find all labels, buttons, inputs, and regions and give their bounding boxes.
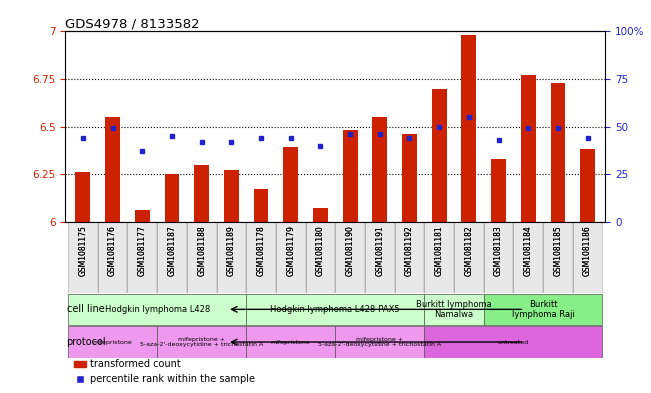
Text: GSM1081189: GSM1081189 [227,225,236,276]
Text: GSM1081180: GSM1081180 [316,225,325,276]
Text: GDS4978 / 8133582: GDS4978 / 8133582 [65,17,200,30]
FancyBboxPatch shape [573,222,602,293]
Text: GSM1081191: GSM1081191 [375,225,384,276]
Text: Hodgkin lymphoma L428-PAX5: Hodgkin lymphoma L428-PAX5 [270,305,400,314]
FancyBboxPatch shape [365,222,395,293]
FancyBboxPatch shape [424,294,484,325]
Text: Hodgkin lymphoma L428: Hodgkin lymphoma L428 [105,305,210,314]
Bar [372,117,387,222]
Text: GSM1081192: GSM1081192 [405,225,414,276]
FancyBboxPatch shape [395,222,424,293]
Text: GSM1081192: GSM1081192 [405,225,414,276]
Bar [313,208,328,222]
Legend: transformed count, percentile rank within the sample: transformed count, percentile rank withi… [70,355,259,388]
Bar [551,83,565,222]
FancyBboxPatch shape [424,326,602,358]
FancyBboxPatch shape [276,222,305,293]
Text: GSM1081180: GSM1081180 [316,225,325,276]
Text: GSM1081179: GSM1081179 [286,225,296,276]
Bar [462,35,477,222]
Text: GSM1081191: GSM1081191 [375,225,384,276]
Text: GSM1081177: GSM1081177 [138,225,146,276]
Text: GSM1081186: GSM1081186 [583,225,592,276]
Text: GSM1081176: GSM1081176 [108,225,117,276]
FancyBboxPatch shape [246,294,424,325]
Bar [76,172,90,222]
FancyBboxPatch shape [305,222,335,293]
Bar [342,130,357,222]
Text: GSM1081189: GSM1081189 [227,225,236,276]
Text: GSM1081177: GSM1081177 [138,225,146,276]
Text: GSM1081183: GSM1081183 [494,225,503,276]
Text: GSM1081183: GSM1081183 [494,225,503,276]
FancyBboxPatch shape [424,222,454,293]
Text: mifepristone +
5-aza-2'-deoxycytidine + trichostatin A: mifepristone + 5-aza-2'-deoxycytidine + … [140,337,263,347]
Bar [491,159,506,222]
Bar [521,75,536,222]
Text: GSM1081182: GSM1081182 [464,225,473,276]
Text: GSM1081175: GSM1081175 [78,225,87,276]
FancyBboxPatch shape [335,222,365,293]
Text: mifepristone: mifepristone [92,340,132,345]
Text: GSM1081188: GSM1081188 [197,225,206,276]
Bar [254,189,268,222]
Bar [165,174,180,222]
Text: GSM1081188: GSM1081188 [197,225,206,276]
Bar [580,149,595,222]
Text: GSM1081175: GSM1081175 [78,225,87,276]
FancyBboxPatch shape [543,222,573,293]
Text: GSM1081179: GSM1081179 [286,225,296,276]
Text: Burkitt
lymphoma Raji: Burkitt lymphoma Raji [512,299,575,319]
FancyBboxPatch shape [484,294,602,325]
FancyBboxPatch shape [128,222,157,293]
Text: GSM1081182: GSM1081182 [464,225,473,276]
Text: mifepristone: mifepristone [271,340,311,345]
FancyBboxPatch shape [514,222,543,293]
Bar [194,165,209,222]
Text: GSM1081187: GSM1081187 [167,225,176,276]
Text: GSM1081190: GSM1081190 [346,225,355,276]
Bar [283,147,298,222]
Text: GSM1081184: GSM1081184 [524,225,533,276]
Text: Burkitt lymphoma
Namalwa: Burkitt lymphoma Namalwa [416,299,492,319]
Text: GSM1081176: GSM1081176 [108,225,117,276]
Text: GSM1081186: GSM1081186 [583,225,592,276]
FancyBboxPatch shape [68,294,246,325]
FancyBboxPatch shape [157,222,187,293]
FancyBboxPatch shape [157,326,246,358]
Bar [105,117,120,222]
Text: GSM1081190: GSM1081190 [346,225,355,276]
FancyBboxPatch shape [98,222,128,293]
Text: GSM1081184: GSM1081184 [524,225,533,276]
Text: GSM1081185: GSM1081185 [553,225,562,276]
Text: GSM1081187: GSM1081187 [167,225,176,276]
FancyBboxPatch shape [187,222,217,293]
FancyBboxPatch shape [484,222,514,293]
Bar [402,134,417,222]
Text: GSM1081181: GSM1081181 [435,225,444,276]
FancyBboxPatch shape [68,326,157,358]
Text: GSM1081178: GSM1081178 [256,225,266,276]
Bar [135,210,150,222]
Text: GSM1081178: GSM1081178 [256,225,266,276]
FancyBboxPatch shape [246,326,335,358]
FancyBboxPatch shape [68,222,98,293]
Text: mifepristone +
5-aza-2'-deoxycytidine + trichostatin A: mifepristone + 5-aza-2'-deoxycytidine + … [318,337,441,347]
Bar [224,170,239,222]
Text: GSM1081185: GSM1081185 [553,225,562,276]
FancyBboxPatch shape [335,326,424,358]
Text: cell line: cell line [66,304,104,314]
Text: protocol: protocol [66,337,106,347]
FancyBboxPatch shape [454,222,484,293]
FancyBboxPatch shape [217,222,246,293]
Text: GSM1081181: GSM1081181 [435,225,444,276]
Bar [432,88,447,222]
FancyBboxPatch shape [246,222,276,293]
Text: untreated: untreated [498,340,529,345]
